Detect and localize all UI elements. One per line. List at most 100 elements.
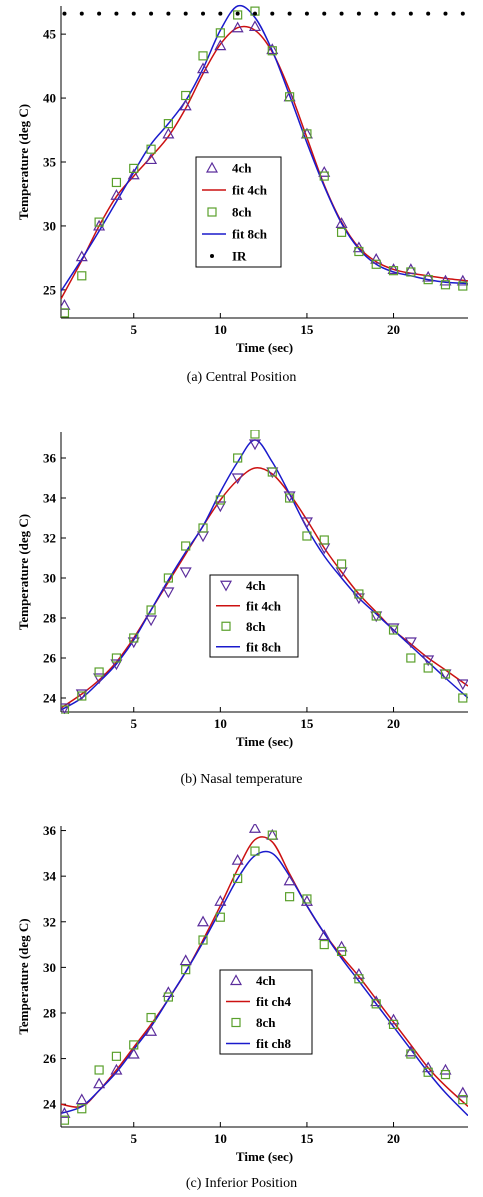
data-point (110, 189, 123, 200)
plot-area (61, 824, 468, 1125)
data-point (111, 1051, 122, 1061)
y-tick-label: 30 (43, 218, 56, 233)
data-point (179, 99, 192, 111)
data-point (248, 824, 261, 833)
legend-marker (205, 161, 219, 173)
data-point (145, 153, 158, 165)
data-point (214, 895, 227, 906)
plot-area (61, 430, 468, 714)
legend-marker (210, 254, 214, 258)
data-point (300, 517, 313, 529)
chart-2: 5 10 15 20 24 26 28 30 32 34 36 Time (sec) Temperatu… (16, 430, 468, 749)
legend-label: 4ch (256, 973, 276, 988)
legend: 4ch fit 4ch 8ch fit 8ch (209, 574, 299, 658)
data-point (387, 263, 400, 275)
data-point (201, 11, 206, 16)
data-point (458, 281, 468, 291)
y-tick-label: 36 (43, 451, 57, 466)
data-point (336, 946, 347, 957)
data-point (179, 567, 192, 579)
data-point (391, 11, 396, 16)
data-point (248, 20, 261, 32)
data-point (233, 453, 243, 463)
data-point (75, 250, 88, 262)
y-tick-label: 45 (43, 27, 57, 42)
data-point (94, 1065, 104, 1075)
data-point (336, 227, 347, 237)
y-tick-label: 34 (43, 491, 57, 506)
x-tick-label: 15 (300, 716, 314, 731)
data-point (215, 495, 225, 505)
data-point (162, 986, 175, 998)
data-point (131, 11, 136, 16)
data-point (97, 11, 102, 16)
data-point (371, 999, 381, 1009)
data-point (231, 21, 244, 33)
data-point (250, 430, 260, 439)
data-point (354, 974, 364, 984)
data-point (129, 1040, 139, 1050)
data-point (62, 11, 67, 16)
y-tick-label: 26 (43, 1051, 57, 1066)
data-point (111, 177, 122, 188)
data-point (460, 11, 465, 16)
data-point (214, 501, 227, 513)
data-point (163, 992, 173, 1002)
legend-label: fit 8ch (246, 639, 282, 654)
data-point (110, 1063, 123, 1075)
data-point (215, 912, 225, 922)
data-point (250, 846, 260, 856)
data-point (266, 43, 279, 55)
data-point (79, 11, 84, 16)
data-point (93, 1077, 106, 1089)
data-point (231, 853, 244, 865)
data-point (233, 873, 243, 884)
caption-c: (c) Inferior Position (185, 1176, 298, 1191)
data-point (440, 280, 451, 290)
plot-area (61, 4, 468, 318)
data-point (248, 439, 261, 451)
data-point (181, 541, 191, 551)
data-point (336, 559, 347, 569)
data-point (283, 491, 296, 503)
data-point (371, 611, 381, 621)
legend-label: 8ch (246, 619, 266, 634)
data-point (283, 874, 296, 886)
data-point (388, 266, 399, 276)
data-point (77, 1104, 87, 1114)
data-point (304, 11, 309, 16)
data-point (111, 653, 122, 663)
data-point (162, 587, 175, 599)
y-tick-label: 32 (43, 914, 56, 929)
data-point (198, 51, 208, 61)
x-tick-label: 20 (387, 1131, 400, 1146)
data-point (319, 535, 329, 545)
legend-marker (221, 621, 231, 631)
legend-label: fit ch8 (256, 1036, 292, 1051)
data-point (149, 11, 154, 16)
x-tick-label: 15 (300, 322, 314, 337)
x-tick-label: 10 (214, 1131, 227, 1146)
data-point (318, 929, 331, 941)
x-tick-label: 15 (300, 1131, 314, 1146)
data-point (406, 1049, 416, 1059)
data-point (270, 11, 275, 16)
data-point (75, 689, 88, 701)
data-point (146, 1012, 156, 1023)
data-point (146, 144, 156, 154)
data-point (181, 965, 191, 975)
data-point (440, 1069, 451, 1080)
y-tick-label: 36 (43, 823, 57, 838)
data-point (127, 1047, 140, 1059)
data-point (166, 11, 171, 16)
data-point (388, 625, 399, 635)
y-tick-label: 25 (43, 282, 57, 297)
data-point (198, 523, 208, 533)
data-point (110, 659, 123, 671)
data-point (285, 892, 295, 902)
data-point (145, 1024, 158, 1036)
data-point (387, 1013, 400, 1025)
y-tick-label: 28 (43, 611, 57, 626)
data-point (423, 275, 433, 285)
data-point (285, 493, 295, 503)
